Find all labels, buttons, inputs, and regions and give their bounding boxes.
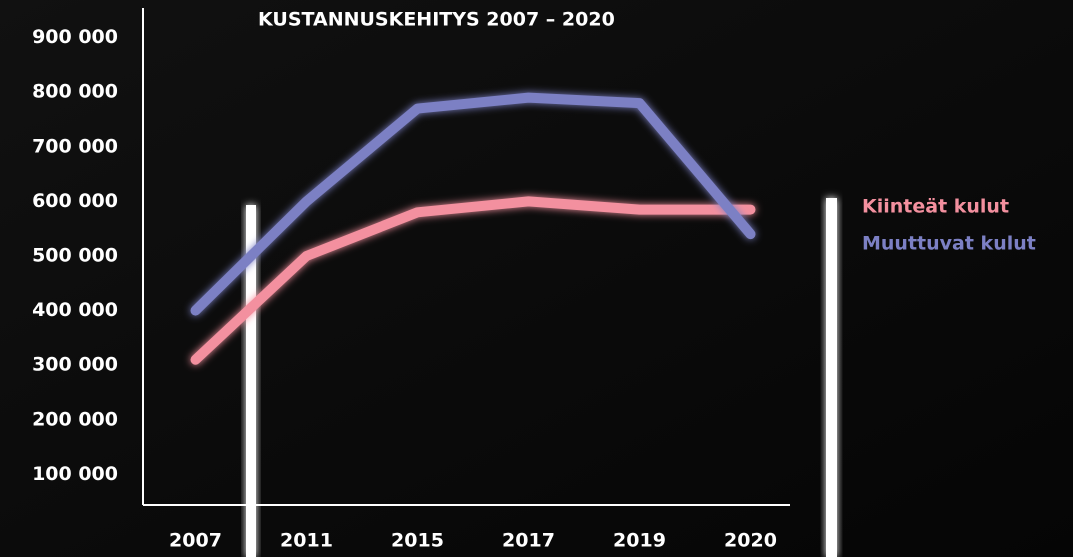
y-tick-label: 800 000 <box>32 81 118 103</box>
y-tick-label: 200 000 <box>32 408 118 430</box>
x-tick-label: 2015 <box>391 530 444 552</box>
series-line <box>190 196 756 365</box>
legend-label: Kiinteät kulut <box>862 196 1009 218</box>
y-tick-label: 300 000 <box>32 354 118 376</box>
x-tick-label: 2007 <box>169 530 222 552</box>
x-tick-label: 2019 <box>613 530 666 552</box>
light-tube <box>826 198 837 557</box>
y-tick-label: 100 000 <box>32 463 118 485</box>
series-line <box>190 92 756 316</box>
y-tick-label: 500 000 <box>32 245 118 267</box>
x-tick-label: 2017 <box>502 530 555 552</box>
x-tick-label: 2020 <box>724 530 777 552</box>
y-tick-label: 600 000 <box>32 190 118 212</box>
light-tube <box>246 205 256 557</box>
y-tick-label: 900 000 <box>32 26 118 48</box>
chart-title: KUSTANNUSKEHITYS 2007 – 2020 <box>258 9 615 31</box>
x-tick-label: 2011 <box>280 530 333 552</box>
y-tick-label: 400 000 <box>32 299 118 321</box>
legend-label: Muuttuvat kulut <box>862 233 1036 255</box>
y-tick-label: 700 000 <box>32 135 118 157</box>
